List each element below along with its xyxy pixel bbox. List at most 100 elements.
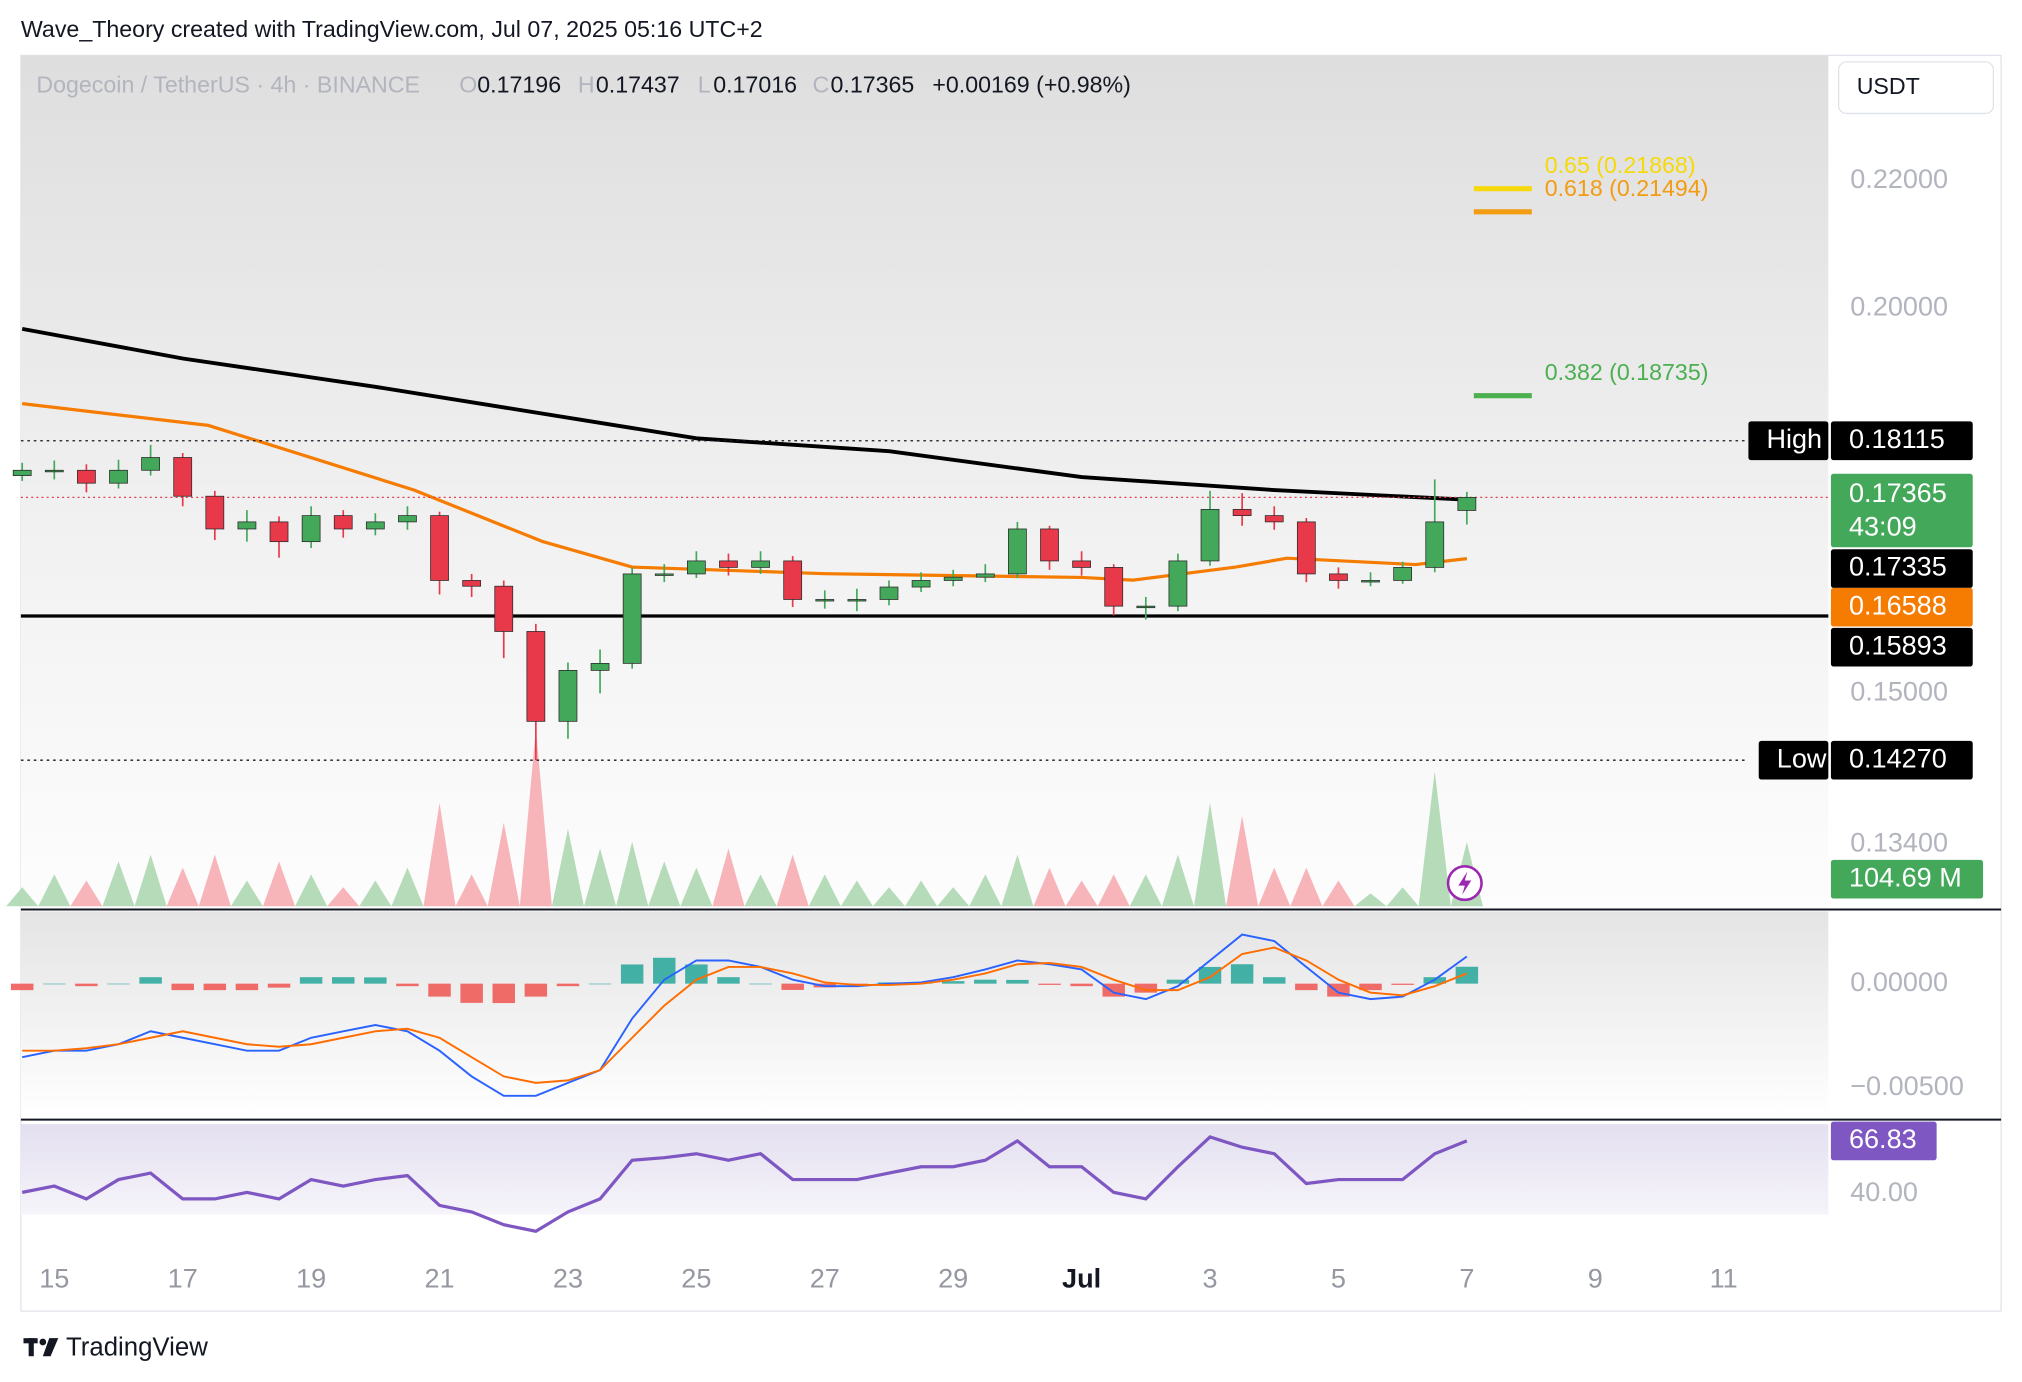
rsi-value: 66.83 [1849,1123,1917,1154]
ma-price-bg [1830,549,1973,588]
macd-histogram [1006,979,1029,984]
candle-layer [12,444,1477,761]
rsi-line [21,1135,1468,1233]
candle-body [12,469,32,476]
macd-histogram [556,983,580,987]
ohlc-prefix: H [578,72,595,98]
volume-spike [1418,771,1451,907]
fib-label: 0.618 (0.21494) [1545,175,1709,201]
macd-histogram [1295,983,1318,991]
candle-body [77,469,96,484]
volume-spike [70,880,103,907]
candle-body [1361,580,1380,583]
macd-histogram [492,983,515,1004]
macd-histogram [299,977,323,984]
macd-histogram [620,964,644,984]
candle-body [1232,508,1252,517]
volume-spike [230,880,263,907]
brand-logo [23,1338,59,1357]
volume-spike [1322,880,1355,907]
brand-name: TradingView [66,1333,208,1361]
volume-spike [680,867,713,907]
candle-body [654,573,674,576]
marker-price: 0.14270 [1849,742,1947,773]
volume-value-bg [1830,859,1984,899]
candle-body [622,573,642,664]
y-tick-label: 0.22000 [1850,163,1948,194]
volume-spike [391,867,424,907]
marker-tag-bg [1758,740,1829,780]
macd-histogram [974,979,997,984]
ohlc-prefix: O [459,72,477,98]
currency-button[interactable] [1838,61,1994,115]
marker-tag: High [1766,423,1822,454]
macd-histogram [1134,983,1158,993]
macd-histogram [203,983,227,991]
main-pane-bg [20,55,1829,909]
candle-body [1072,560,1091,568]
volume-spike [455,874,488,907]
ohlc-prefix: L [698,72,711,98]
volume-spike [616,841,649,907]
x-tick-label: 9 [1588,1262,1603,1293]
support-price: 0.15893 [1849,629,1947,660]
y-tick-label: 0.13400 [1850,827,1948,858]
candle-body [1008,528,1027,575]
candle-body [205,495,225,530]
macd-histogram [941,981,965,984]
candle-body [943,576,963,581]
volume-spike [1097,874,1130,907]
ma-price: 0.17335 [1849,551,1947,582]
volume-spike [519,728,552,907]
volume-spike [166,867,199,907]
volume-spike [969,874,1002,907]
macd-histogram [1230,964,1254,984]
volume-spike [38,874,71,907]
marker-price-bg [1830,421,1973,461]
x-tick-label: 5 [1331,1262,1346,1293]
candle-body [558,669,578,722]
candle-body [269,521,289,543]
volume-spike [359,880,392,907]
volume-layer [6,728,1483,907]
x-tick-label: 25 [681,1262,711,1293]
x-tick-label: 21 [424,1262,454,1293]
candle-body [1425,521,1445,568]
candle-body [141,457,160,471]
macd-histogram [364,977,387,984]
last-price: 43:09 [1849,511,1917,542]
candle-body [1457,496,1477,511]
volume-spike [584,848,617,907]
volume-spike [134,854,167,907]
macd-histogram [588,983,612,985]
macd-histogram [524,983,548,997]
volume-spike [1129,874,1162,907]
candle-body [173,457,193,497]
ma-price-bg [1830,587,1973,627]
candle-body [719,560,738,568]
candle-body [1264,515,1284,523]
candle-body [1040,528,1059,562]
ohlc-close: 0.17365 [831,72,915,98]
volume-spike [872,887,906,907]
volume-spike [423,803,456,907]
macd-histogram [749,983,772,985]
volume-spike [102,861,135,907]
label-layer: 15 17 19 21 23 25 27 29 Jul 3 5 7 9 11 0.22000 0.20000 0… [39,163,1984,1293]
x-tick-label: 29 [938,1262,968,1293]
volume-spike [1226,815,1259,907]
candle-body [526,631,546,722]
volume-spike [1258,867,1291,907]
volume-spike [1161,854,1194,907]
volume-spike [295,874,328,907]
macd-histogram [10,983,34,991]
volume-spike [905,880,938,907]
symbol: Dogecoin / TetherUS · 4h · BINANCE [36,72,420,98]
macd-histogram [1262,977,1286,984]
macd-pane-bg [20,911,1829,1120]
y-tick-label: 0.15000 [1850,676,1948,707]
ohlc-high: 0.17437 [596,72,680,98]
marker-tag: Low [1777,742,1827,773]
currency[interactable]: USDT [1857,73,1920,99]
